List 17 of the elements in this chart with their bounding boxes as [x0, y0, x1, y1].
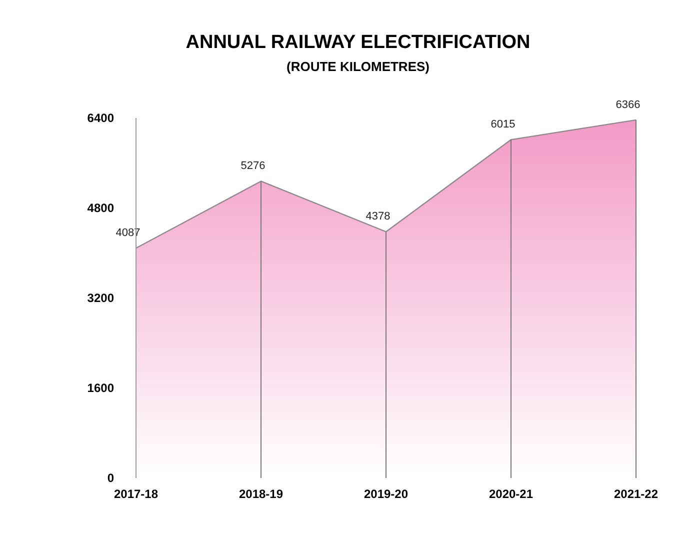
x-tick-label: 2018-19: [238, 487, 284, 501]
data-label: 6366: [616, 98, 640, 111]
y-tick-label: 4800: [87, 201, 114, 215]
y-tick-label: 1600: [87, 381, 114, 395]
y-tick-label: 0: [107, 471, 114, 485]
data-label: 5276: [240, 160, 266, 172]
x-tick-label: 2017-18: [114, 487, 158, 501]
data-label: 4087: [116, 227, 140, 240]
y-tick-label: 6400: [87, 111, 114, 125]
x-tick-label: 2019-20: [364, 487, 408, 501]
chart-title: ANNUAL RAILWAY ELECTRIFICATION: [186, 32, 530, 53]
data-label: 4378: [366, 210, 390, 223]
y-tick-label: 3200: [87, 291, 114, 305]
x-tick-label: 2020-21: [488, 487, 534, 501]
data-label: 6015: [490, 118, 516, 131]
chart-subtitle: (ROUTE KILOMETRES): [286, 59, 430, 74]
x-tick-label: 2021-22: [614, 487, 658, 501]
